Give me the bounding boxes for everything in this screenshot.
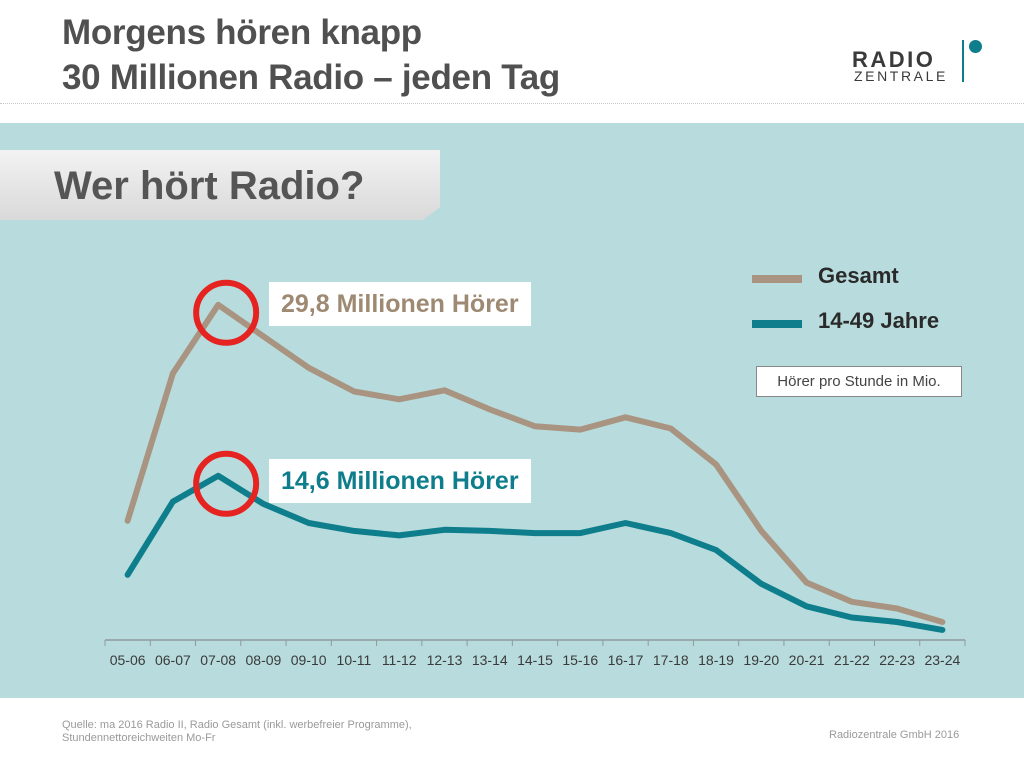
legend-swatch-14-49 xyxy=(752,320,802,328)
callout-total-peak: 29,8 Millionen Hörer xyxy=(269,282,531,326)
section-banner-title: Wer hört Radio? xyxy=(54,164,365,208)
x-tick-label-05-06: 05-06 xyxy=(110,652,146,668)
section-banner xyxy=(0,150,440,220)
logo-dot xyxy=(969,40,982,53)
callout-young-peak: 14,6 Millionen Hörer xyxy=(269,459,531,503)
x-tick-label-13-14: 13-14 xyxy=(472,652,508,668)
x-tick-label-14-15: 14-15 xyxy=(517,652,553,668)
title-line-2: 30 Millionen Radio – jeden Tag xyxy=(62,58,560,97)
title-line-1: Morgens hören knapp xyxy=(62,13,422,52)
radiozentrale-logo: RADIO ZENTRALE xyxy=(852,40,982,90)
footer xyxy=(0,698,1024,768)
x-tick-label-19-20: 19-20 xyxy=(743,652,779,668)
legend-swatch-gesamt xyxy=(752,275,802,283)
x-tick-label-08-09: 08-09 xyxy=(246,652,282,668)
peak-marker-gesamt xyxy=(193,279,260,346)
source-line-1: Quelle: ma 2016 Radio II, Radio Gesamt (… xyxy=(62,719,412,731)
x-tick-label-11-12: 11-12 xyxy=(382,652,417,668)
unit-note: Hörer pro Stunde in Mio. xyxy=(756,366,962,397)
x-tick-label-12-13: 12-13 xyxy=(427,652,463,668)
x-tick-label-21-22: 21-22 xyxy=(834,652,870,668)
x-tick-label-07-08: 07-08 xyxy=(200,652,236,668)
page-title: Morgens hören knapp 30 Millionen Radio –… xyxy=(62,10,560,100)
x-tick-label-20-21: 20-21 xyxy=(789,652,825,668)
x-tick-label-06-07: 06-07 xyxy=(155,652,191,668)
header-divider xyxy=(0,103,1024,104)
source-note: Quelle: ma 2016 Radio II, Radio Gesamt (… xyxy=(62,719,412,745)
logo-bar xyxy=(962,40,964,82)
x-tick-label-10-11: 10-11 xyxy=(337,652,372,668)
x-tick-label-16-17: 16-17 xyxy=(608,652,644,668)
x-tick-label-23-24: 23-24 xyxy=(924,652,960,668)
x-tick-label-22-23: 22-23 xyxy=(879,652,915,668)
x-tick-label-15-16: 15-16 xyxy=(562,652,598,668)
legend-label-gesamt: Gesamt xyxy=(818,263,899,288)
company-credit: Radiozentrale GmbH 2016 xyxy=(829,729,960,741)
source-line-2: Stundennettoreichweiten Mo-Fr xyxy=(62,732,216,744)
legend-label-14-49: 14-49 Jahre xyxy=(818,308,940,333)
x-tick-label-17-18: 17-18 xyxy=(653,652,689,668)
logo-word-zentrale: ZENTRALE xyxy=(854,68,948,84)
x-tick-label-18-19: 18-19 xyxy=(698,652,734,668)
x-tick-label-09-10: 09-10 xyxy=(291,652,327,668)
logo-word-radio: RADIO xyxy=(852,47,936,72)
peak-marker-14-49 xyxy=(193,450,260,517)
